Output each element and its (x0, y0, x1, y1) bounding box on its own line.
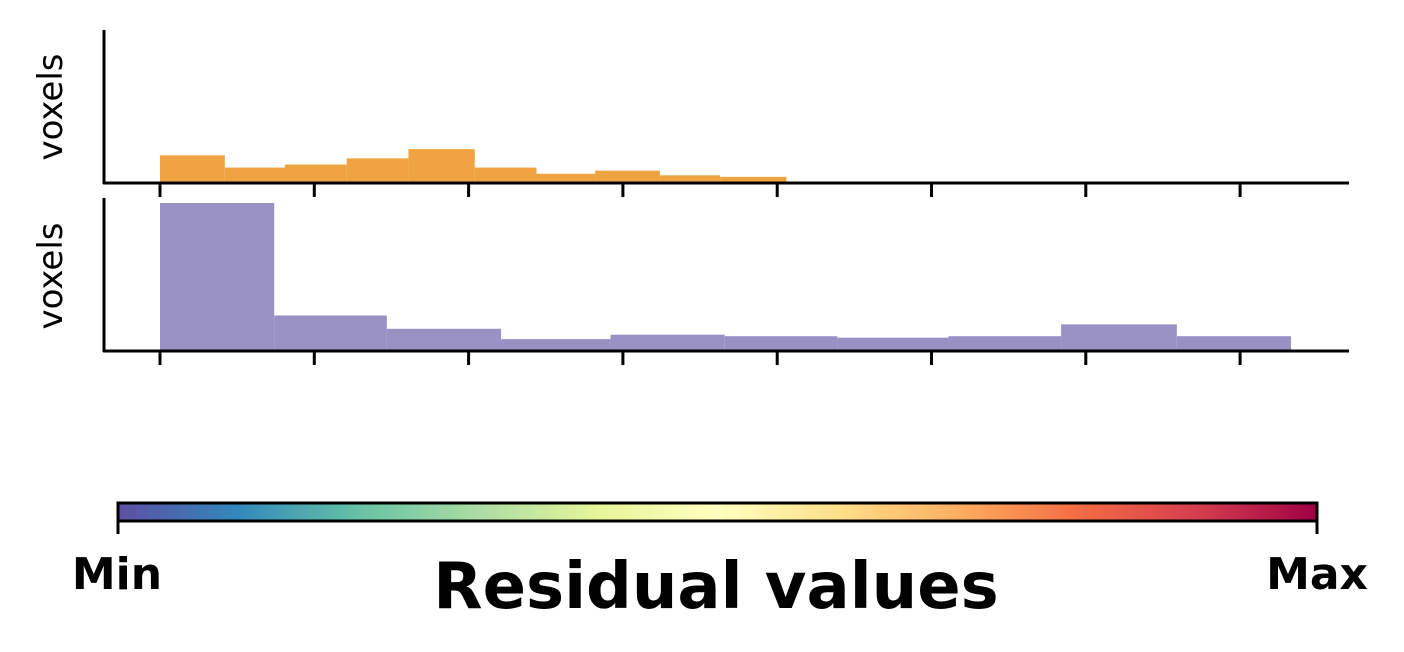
colorbar: Min Max Residual values (72, 501, 1368, 624)
top-histogram-bar-7 (536, 173, 596, 183)
bottom-histogram-bar-7 (837, 337, 949, 351)
top-histogram-bars (160, 149, 787, 183)
bottom-histogram-bar-4 (501, 339, 611, 351)
bottom-histogram-panel: voxels (31, 198, 1349, 365)
bottom-histogram-bar-10 (1176, 336, 1292, 351)
top-histogram-bar-2 (224, 167, 285, 183)
colorbar-max-label: Max (1266, 549, 1368, 600)
colorbar-min-label: Min (72, 549, 162, 600)
bottom-histogram-bar-3 (386, 328, 502, 351)
bottom-histogram-bar-8 (948, 336, 1062, 351)
top-histogram-bar-4 (346, 158, 409, 183)
bottom-ylabel: voxels (31, 222, 71, 329)
top-histogram-bar-8 (595, 170, 660, 183)
bottom-x-ticks (158, 351, 1242, 365)
top-histogram-bar-9 (659, 175, 721, 183)
bottom-histogram-bar-6 (724, 336, 838, 351)
top-x-ticks (158, 183, 1242, 197)
top-histogram-bar-3 (284, 164, 347, 183)
top-histogram-bar-5 (408, 149, 475, 183)
bottom-histogram-bar-2 (274, 315, 387, 351)
bottom-histogram-bar-5 (610, 334, 725, 351)
bottom-histogram-bars (160, 203, 1292, 351)
bottom-histogram-bar-1 (160, 203, 275, 351)
top-ylabel: voxels (31, 53, 71, 160)
bottom-histogram-bar-9 (1061, 324, 1177, 351)
top-histogram-bar-1 (160, 155, 225, 183)
colorbar-gradient (116, 501, 1319, 523)
top-histogram-bar-6 (474, 167, 537, 183)
top-histogram-panel: voxels (31, 30, 1349, 197)
colorbar-title: Residual values (433, 550, 998, 624)
top-histogram-bar-10 (720, 176, 787, 183)
